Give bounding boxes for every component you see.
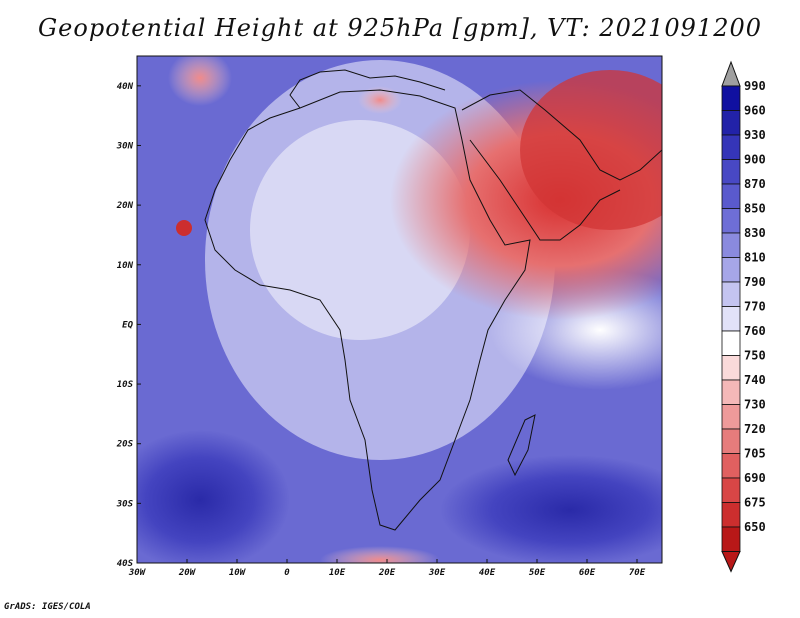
colorbar-level-label: 675	[744, 496, 766, 510]
colorbar-level-label: 870	[744, 177, 766, 191]
field-sw-high	[137, 430, 290, 563]
colorbar-level-label: 790	[744, 275, 766, 289]
lon-tick-label: 20E	[378, 568, 396, 578]
lat-tick-label: 20S	[116, 440, 134, 450]
colorbar-swatch	[721, 404, 741, 430]
colorbar-level-label: 650	[744, 520, 766, 534]
grads-credit: GrADS: IGES/COLA	[4, 602, 91, 612]
lat-tick-label: 30S	[116, 499, 134, 509]
field-cape-verde-low	[176, 220, 192, 236]
lat-tick-label: 30N	[116, 141, 134, 151]
lat-tick-label: 10S	[117, 380, 134, 390]
colorbar-level-label: 990	[744, 79, 766, 93]
lon-tick-label: 20W	[178, 568, 197, 578]
lon-tick-label: 30W	[128, 568, 147, 578]
field-iran-low	[520, 70, 662, 230]
colorbar-swatch	[721, 208, 741, 234]
colorbar: 990 960 930 900 870 850 830 810 790 770 760 750 740 7…	[721, 60, 766, 573]
lat-tick-label: EQ	[122, 320, 133, 330]
colorbar-swatch	[721, 183, 741, 209]
plot-frame	[136, 55, 663, 564]
lon-tick-label: 10W	[229, 568, 247, 578]
colorbar-min-arrow	[721, 551, 741, 573]
colorbar-level-label: 730	[744, 398, 766, 412]
lat-tick-label: 40N	[117, 82, 134, 92]
colorbar-level-label: 960	[744, 104, 766, 118]
lon-tick-label: 0	[284, 568, 290, 578]
height-field	[137, 56, 662, 563]
colorbar-level-label: 810	[744, 251, 766, 265]
latitude-axis: 40N 30N 20N 10N EQ 10S 20S 30S 40S	[116, 82, 141, 569]
lon-tick-label: 50E	[529, 568, 546, 578]
lat-tick-label: 10N	[117, 261, 134, 271]
colorbar-swatch	[721, 159, 741, 185]
lon-tick-label: 70E	[629, 568, 646, 578]
field-south-low	[320, 546, 440, 563]
colorbar-swatch	[721, 85, 741, 111]
lon-tick-label: 60E	[579, 568, 596, 578]
colorbar-swatch	[721, 257, 741, 283]
mediterranean-coastline	[289, 69, 446, 109]
field-med-low	[358, 86, 402, 114]
colorbar-swatch	[721, 453, 741, 479]
colorbar-max-arrow	[721, 60, 741, 87]
lat-tick-label: 40S	[117, 559, 134, 569]
longitude-axis: 30W 20W 10W 0 10E 20E 30E 40E 50E 60E 70E	[128, 559, 646, 578]
arabia-coastline	[461, 89, 662, 241]
colorbar-level-label: 770	[744, 300, 766, 314]
colorbar-swatch	[721, 330, 741, 356]
colorbar-level-label: 760	[744, 324, 766, 338]
lat-tick-label: 20N	[116, 201, 134, 211]
colorbar-level-label: 690	[744, 471, 766, 485]
colorbar-level-label: 740	[744, 373, 766, 387]
colorbar-swatch	[721, 379, 741, 405]
colorbar-swatch	[721, 502, 741, 528]
colorbar-level-label: 930	[744, 128, 766, 142]
colorbar-swatch	[721, 355, 741, 381]
madagascar-coastline	[507, 414, 536, 477]
colorbar-swatch	[721, 477, 741, 503]
coastlines	[204, 69, 662, 531]
colorbar-swatch	[721, 281, 741, 307]
field-atlantic-low	[168, 56, 232, 106]
colorbar-level-label: 750	[744, 349, 766, 363]
lon-tick-label: 10E	[329, 568, 346, 578]
colorbar-swatch	[721, 306, 741, 332]
colorbar-level-label: 900	[744, 153, 766, 167]
colorbar-swatch	[721, 110, 741, 136]
colorbar-swatch	[721, 428, 741, 454]
africa-coastline	[204, 89, 531, 531]
map-title: Geopotential Height at 925hPa [gpm], VT:…	[38, 14, 762, 42]
colorbar-swatch	[721, 134, 741, 160]
colorbar-swatch	[721, 232, 741, 258]
colorbar-level-label: 705	[744, 447, 766, 461]
colorbar-level-label: 830	[744, 226, 766, 240]
colorbar-level-label: 720	[744, 422, 766, 436]
field-se-high	[440, 455, 662, 563]
lon-tick-label: 30E	[428, 568, 446, 578]
colorbar-level-label: 850	[744, 202, 766, 216]
colorbar-swatch	[721, 526, 741, 552]
lon-tick-label: 40E	[479, 568, 496, 578]
